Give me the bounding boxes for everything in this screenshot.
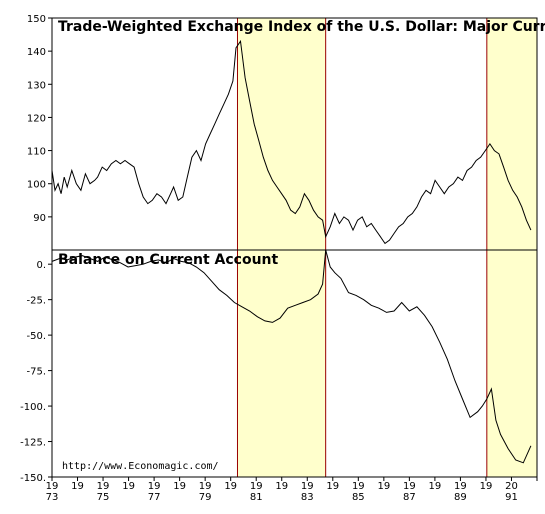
xtick-label-year: 83 bbox=[301, 492, 314, 503]
bottom-ytick-label: -50. bbox=[26, 331, 46, 342]
xtick-label-century: 19 bbox=[148, 481, 161, 492]
xtick-label-year: 89 bbox=[454, 492, 467, 503]
xtick-label-year: 77 bbox=[148, 492, 161, 503]
bottom-ytick-label: -25. bbox=[26, 296, 46, 307]
xtick-label-year: 87 bbox=[403, 492, 416, 503]
xtick-label-year: 85 bbox=[352, 492, 365, 503]
xtick-label-century: 19 bbox=[97, 481, 110, 492]
xtick-label-century: 19 bbox=[377, 481, 390, 492]
plot-frame-layer bbox=[51, 17, 538, 478]
xtick-label-century: 19 bbox=[46, 481, 59, 492]
top-ytick-label: 140 bbox=[27, 47, 46, 58]
top-ytick-label: 120 bbox=[27, 113, 46, 124]
xtick-label-century: 19 bbox=[352, 481, 365, 492]
tick-layer: 150 140 130 120 110 100 90 0. -25. -50. -75. -100. -… bbox=[20, 14, 538, 503]
xtick-label-century: 19 bbox=[480, 481, 493, 492]
bottom-ytick-label: -150. bbox=[20, 473, 46, 484]
xtick-label-century: 19 bbox=[301, 481, 314, 492]
top-ytick-label: 100 bbox=[27, 180, 46, 191]
exchange-index-title: Trade-Weighted Exchange Index of the U.S… bbox=[58, 19, 545, 35]
bottom-panel-frame bbox=[51, 249, 538, 478]
bottom-ytick-label: -125. bbox=[20, 438, 46, 449]
current-account-title: Balance on Current Account bbox=[58, 252, 279, 268]
exchange-index-line bbox=[51, 39, 532, 245]
xtick-label-century: 19 bbox=[71, 481, 84, 492]
xtick-label-century: 19 bbox=[199, 481, 212, 492]
xtick-label-century: 19 bbox=[275, 481, 288, 492]
xtick-label-year: 81 bbox=[250, 492, 263, 503]
xtick-label-year: 91 bbox=[505, 492, 518, 503]
shaded-period-2 bbox=[486, 18, 537, 477]
xtick-label-year: 75 bbox=[97, 492, 110, 503]
shaded-period-1 bbox=[237, 18, 326, 477]
top-ytick-label: 90 bbox=[33, 213, 46, 224]
xtick-label-century: 19 bbox=[454, 481, 467, 492]
economagic-url-annotation: http://www.Economagic.com/ bbox=[62, 461, 219, 472]
xtick-label-century: 19 bbox=[224, 481, 237, 492]
bottom-ytick-label: -75. bbox=[26, 367, 46, 378]
xtick-label-century: 19 bbox=[173, 481, 186, 492]
xtick-label-century: 19 bbox=[326, 481, 339, 492]
top-ytick-label: 150 bbox=[27, 14, 46, 25]
text-layer: Trade-Weighted Exchange Index of the U.S… bbox=[58, 19, 545, 472]
xtick-label-century: 20 bbox=[505, 481, 518, 492]
current-account-line bbox=[51, 249, 532, 464]
top-ytick-label: 110 bbox=[27, 147, 46, 158]
recession-shading-layer bbox=[236, 18, 537, 477]
xtick-label-century: 19 bbox=[250, 481, 263, 492]
xtick-label-year: 79 bbox=[199, 492, 212, 503]
xtick-label-century: 19 bbox=[429, 481, 442, 492]
xtick-label-century: 19 bbox=[403, 481, 416, 492]
xtick-label-year: 73 bbox=[46, 492, 59, 503]
xtick-label-century: 19 bbox=[122, 481, 135, 492]
top-ytick-label: 130 bbox=[27, 80, 46, 91]
bottom-ytick-label: 0. bbox=[36, 260, 46, 271]
bottom-ytick-label: -100. bbox=[20, 402, 46, 413]
series-line-layer bbox=[51, 39, 532, 464]
